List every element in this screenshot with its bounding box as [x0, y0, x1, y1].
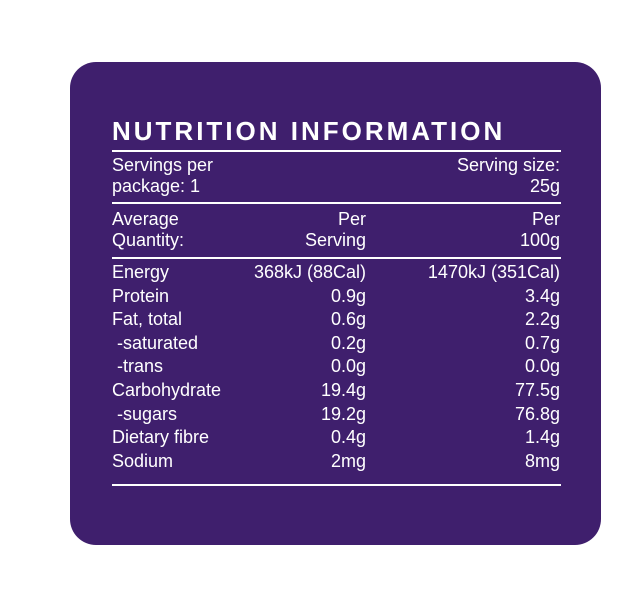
nutrient-name: Fat, total — [112, 309, 183, 330]
column-per-100g: Per — [531, 209, 560, 229]
rule — [112, 150, 561, 152]
per-serving-value: 2mg — [330, 450, 366, 471]
nutrient-name: -trans — [117, 356, 164, 377]
nutrient-name: -saturated — [117, 332, 199, 353]
per-100g-value: 1.4g — [524, 427, 560, 448]
per-100g-value: 0.0g — [524, 356, 560, 377]
per-serving-value: 19.4g — [320, 380, 366, 400]
per-100g-value: 2.2g — [524, 309, 560, 330]
column-label: Average — [112, 209, 179, 229]
nutrient-name: Carbohydrate — [112, 380, 222, 400]
rule — [112, 484, 561, 486]
column-per-serving: Per — [337, 209, 366, 229]
column-per-100g: 100g — [519, 230, 560, 250]
per-serving-value: 368kJ (88Cal) — [253, 262, 366, 282]
title: NUTRITION INFORMATION — [112, 116, 506, 146]
column-label: Quantity: — [112, 230, 185, 250]
per-100g-value: 77.5g — [514, 380, 560, 400]
servings-per-package: package: 1 — [112, 176, 201, 196]
per-serving-value: 0.2g — [330, 332, 366, 353]
nutrition-panel — [70, 62, 601, 545]
per-100g-value: 76.8g — [514, 403, 560, 424]
per-100g-value: 1470kJ (351Cal) — [427, 262, 560, 282]
nutrient-name: Energy — [112, 262, 170, 282]
per-serving-value: 0.9g — [330, 285, 366, 306]
rule — [112, 257, 561, 259]
per-100g-value: 3.4g — [524, 285, 560, 306]
per-serving-value: 19.2g — [320, 403, 366, 424]
column-per-serving: Serving — [304, 230, 366, 250]
per-serving-value: 0.0g — [330, 356, 366, 377]
nutrient-name: Sodium — [112, 450, 174, 471]
per-100g-value: 8mg — [524, 450, 560, 471]
per-100g-value: 0.7g — [524, 332, 560, 353]
per-serving-value: 0.4g — [330, 427, 366, 448]
nutrient-name: -sugars — [117, 403, 178, 424]
servings-per-package: Servings per — [112, 155, 214, 175]
serving-size: 25g — [529, 176, 560, 196]
serving-size: Serving size: — [456, 155, 560, 175]
rule — [112, 202, 561, 204]
nutrient-name: Dietary fibre — [112, 427, 210, 448]
per-serving-value: 0.6g — [330, 309, 366, 330]
nutrient-name: Protein — [112, 285, 170, 306]
